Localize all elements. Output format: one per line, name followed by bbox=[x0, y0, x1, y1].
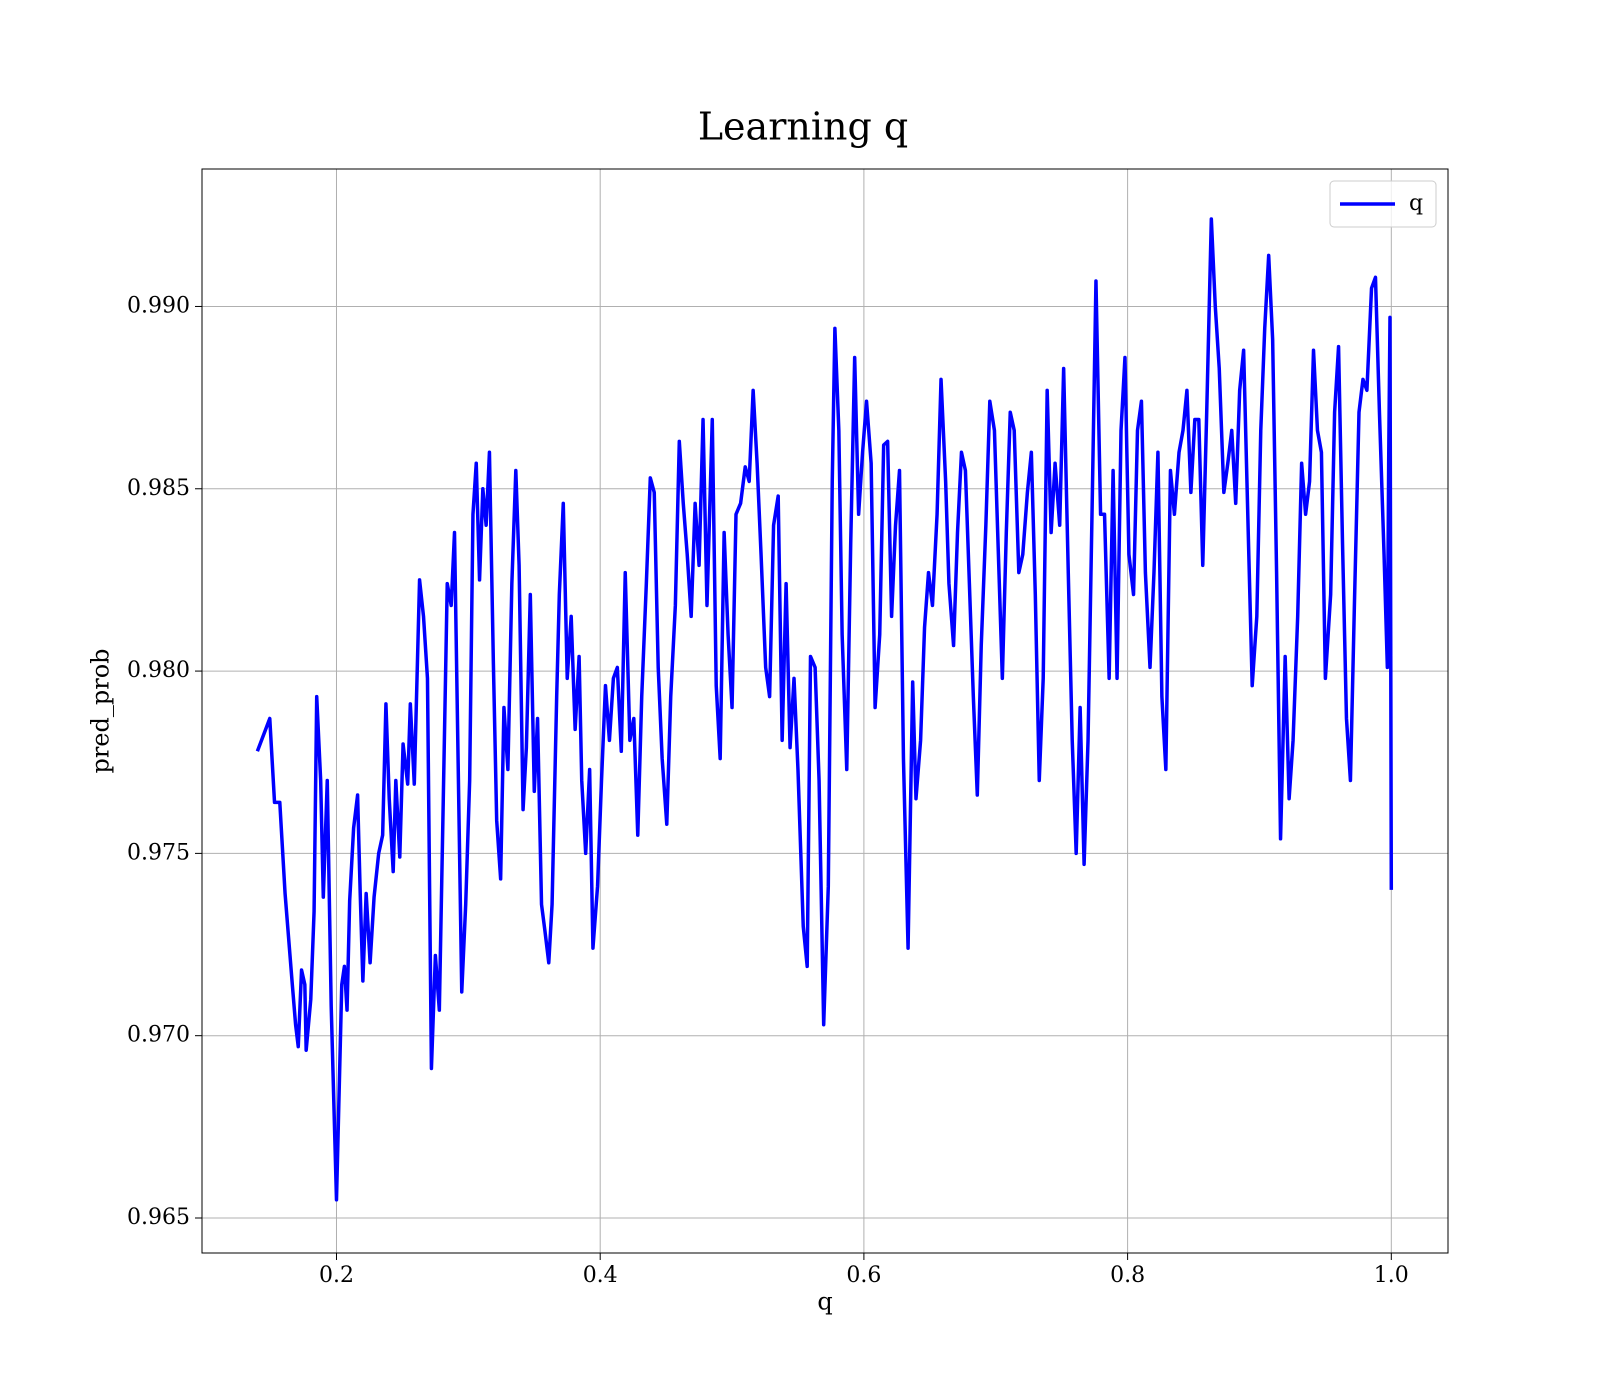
x-tick-label: 0.8 bbox=[1110, 1263, 1145, 1288]
legend-label: q bbox=[1409, 191, 1423, 216]
y-tick-label: 0.990 bbox=[127, 293, 190, 318]
x-axis-label: q bbox=[817, 1288, 832, 1316]
x-tick-label: 1.0 bbox=[1374, 1263, 1409, 1288]
chart-title: Learning q bbox=[698, 105, 908, 149]
x-tick-label: 0.6 bbox=[846, 1263, 881, 1288]
legend: q bbox=[1329, 180, 1437, 228]
y-tick-label: 0.970 bbox=[127, 1023, 190, 1048]
y-axis-label: pred_prob bbox=[87, 648, 115, 773]
plot-frame bbox=[201, 168, 1449, 1254]
y-tick-label: 0.985 bbox=[127, 476, 190, 501]
y-tick-label: 0.980 bbox=[127, 658, 190, 683]
x-tick-label: 0.2 bbox=[319, 1263, 354, 1288]
data-line bbox=[255, 217, 1394, 1202]
x-tick-label: 0.4 bbox=[583, 1263, 618, 1288]
y-tick-label: 0.975 bbox=[127, 840, 190, 865]
y-tick-label: 0.965 bbox=[127, 1205, 190, 1230]
